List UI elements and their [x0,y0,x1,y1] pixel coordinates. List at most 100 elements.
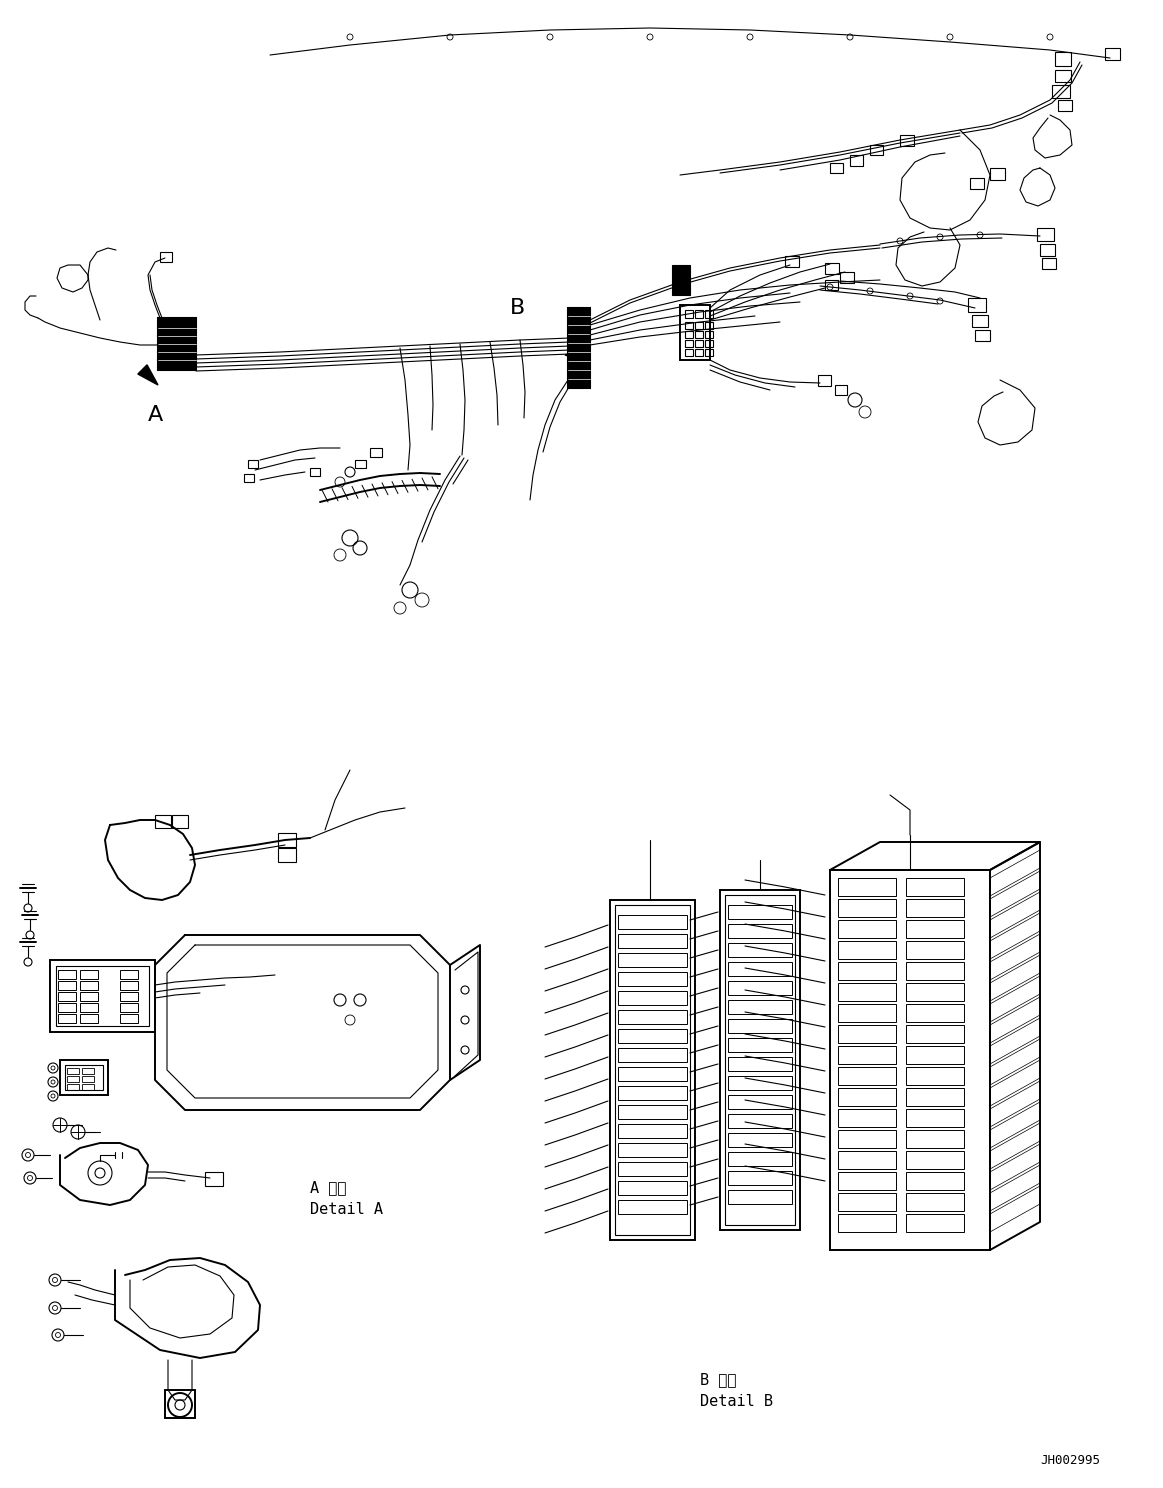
Bar [58,1003,76,1012]
Bar [906,940,964,958]
Bar [835,385,847,394]
Bar [672,265,690,295]
Bar [611,900,695,1240]
Bar [728,1056,792,1071]
Bar [1105,48,1120,60]
Bar [618,934,687,948]
Bar [972,315,989,327]
Bar [695,310,702,318]
Text: Detail B: Detail B [700,1394,773,1409]
Bar [839,1004,896,1022]
Bar [870,144,883,155]
Bar [968,298,986,312]
Bar [906,878,964,896]
Bar [728,1039,792,1052]
Bar [990,168,1005,180]
Bar [80,992,98,1001]
Bar [839,899,896,917]
Bar [906,1088,964,1106]
Bar [120,981,138,990]
Bar [839,963,896,981]
Bar [618,1106,687,1119]
Bar [155,815,171,827]
Bar [278,848,297,862]
Bar [906,984,964,1001]
Bar [728,1095,792,1109]
Bar [728,963,792,976]
Bar [728,1115,792,1128]
Bar [850,155,863,167]
Bar [60,1059,108,1095]
Bar [172,815,188,827]
Bar [1055,70,1071,82]
Bar [839,1109,896,1126]
Bar [685,350,693,356]
Bar [56,966,149,1027]
Bar [1055,52,1071,65]
Bar [840,272,854,283]
Bar [906,1109,964,1126]
Bar [785,256,799,266]
Bar [58,981,76,990]
Bar [906,1004,964,1022]
Bar [705,321,713,329]
Bar [695,350,702,356]
Bar [65,1065,104,1091]
Bar [839,1088,896,1106]
Bar [830,164,843,173]
Bar [728,905,792,920]
Bar [839,1067,896,1085]
Text: A 詳細: A 詳細 [311,1180,347,1195]
Bar [355,460,366,469]
Bar [906,1173,964,1190]
Bar [67,1083,79,1091]
Bar [205,1173,223,1186]
Bar [311,469,320,476]
Bar [618,1181,687,1195]
Bar [120,1013,138,1024]
Bar [906,920,964,937]
Bar [685,339,693,347]
Bar [906,1214,964,1232]
Bar [839,1193,896,1211]
Bar [248,460,258,469]
Bar [618,972,687,987]
Bar [160,251,172,262]
Bar [839,940,896,958]
Text: A: A [148,405,163,426]
Bar [618,991,687,1004]
Bar [906,1025,964,1043]
Bar [158,318,197,371]
Bar [900,135,914,146]
Bar [728,924,792,937]
Bar [80,981,98,990]
Bar [618,1143,687,1158]
Bar [839,1025,896,1043]
Bar [50,960,155,1033]
Bar [705,350,713,356]
Bar [906,1129,964,1149]
Bar [728,1171,792,1184]
Bar [839,878,896,896]
Bar [80,1013,98,1024]
Bar [818,375,832,385]
Bar [370,448,381,457]
Bar [615,905,690,1235]
Bar [83,1076,94,1082]
Bar [695,330,702,338]
Bar [680,305,709,360]
Bar [568,308,590,388]
Text: JH002995: JH002995 [1040,1454,1100,1467]
Bar [67,1068,79,1074]
Bar [728,981,792,995]
Bar [970,179,984,189]
Bar [618,1048,687,1062]
Bar [695,321,702,329]
Bar [839,984,896,1001]
Bar [825,263,839,274]
Bar [1042,257,1056,269]
Bar [906,1046,964,1064]
Bar [80,970,98,979]
Bar [120,1003,138,1012]
Bar [685,321,693,329]
